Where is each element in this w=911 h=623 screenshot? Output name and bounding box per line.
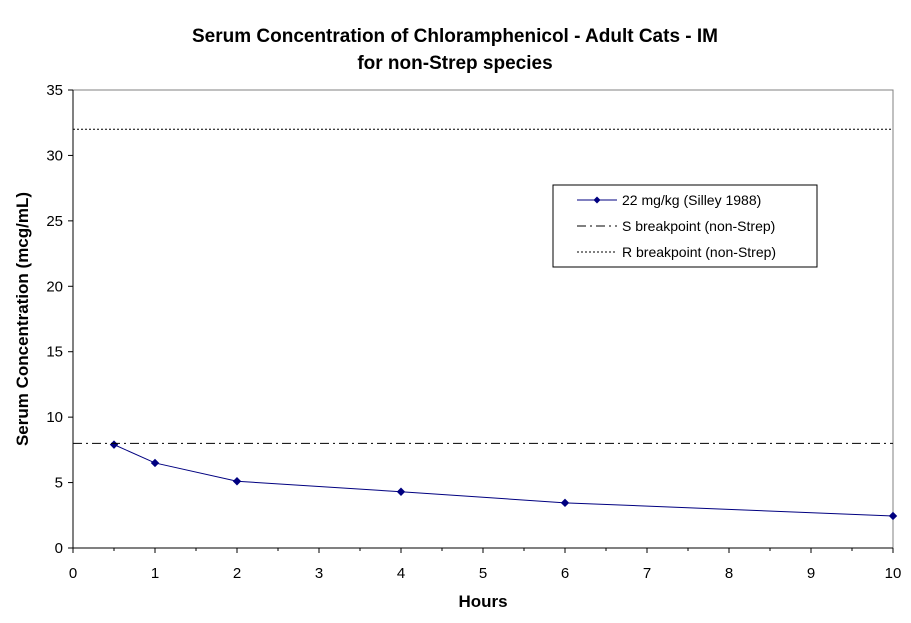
data-point [396, 487, 406, 496]
chart-title: Serum Concentration of Chloramphenicol -… [192, 26, 718, 47]
x-tick-label: 9 [807, 565, 815, 582]
y-tick-label: 30 [46, 147, 63, 164]
series-layer [73, 128, 898, 521]
data-point [560, 498, 570, 508]
data-point [888, 511, 898, 521]
legend: 22 mg/kg (Silley 1988) S breakpoint (non-… [552, 184, 818, 268]
y-tick-label: 20 [46, 278, 63, 295]
legend-marker [593, 196, 601, 204]
x-tick-label: 6 [561, 565, 569, 582]
y-tick-label: 35 [46, 82, 63, 99]
x-tick-label: 1 [151, 565, 159, 582]
x-tick-label: 8 [725, 565, 733, 582]
x-tick-label: 7 [643, 565, 651, 582]
x-tick-label: 4 [397, 565, 405, 582]
y-axis-label: Serum Concentration (mcg/mL) [13, 192, 32, 446]
x-tick-label: 0 [69, 565, 77, 582]
x-axis: 0 1 2 3 4 5 6 7 8 9 10 [69, 548, 902, 582]
x-tick-label: 2 [233, 565, 241, 582]
y-tick-label: 5 [55, 475, 63, 492]
y-tick-label: 15 [46, 344, 63, 361]
y-axis: 0 5 10 15 20 25 30 35 [46, 82, 73, 557]
x-axis-label: Hours [458, 592, 507, 611]
data-point [150, 458, 160, 468]
y-tick-label: 25 [46, 213, 63, 230]
x-tick-label: 10 [885, 565, 902, 582]
plot-area [72, 89, 894, 549]
plot-border [72, 89, 894, 549]
legend-label: R breakpoint (non-Strep) [622, 244, 776, 260]
chart-subtitle: for non-Strep species [357, 53, 552, 74]
series-line [113, 444, 894, 517]
legend-label: S breakpoint (non-Strep) [622, 218, 775, 234]
legend-label: 22 mg/kg (Silley 1988) [622, 192, 761, 208]
x-tick-label: 3 [315, 565, 323, 582]
data-point [232, 477, 242, 486]
y-tick-label: 10 [46, 409, 63, 426]
y-tick-label: 0 [55, 540, 63, 557]
x-tick-label: 5 [479, 565, 487, 582]
